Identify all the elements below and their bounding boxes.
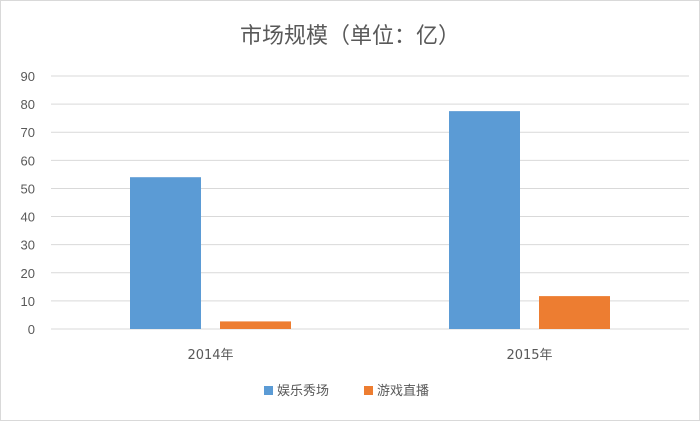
bar-entertainment-1 — [449, 111, 520, 329]
legend-swatch — [364, 386, 373, 395]
bar-game-0 — [220, 321, 291, 329]
x-category-label: 2014年 — [187, 348, 233, 363]
bar-entertainment-0 — [130, 177, 201, 329]
y-axis-ticks: 0 10 20 30 40 50 60 70 80 90 — [21, 69, 35, 337]
y-tick-label: 60 — [21, 153, 35, 168]
y-tick-label: 0 — [28, 322, 35, 337]
y-tick-label: 10 — [21, 294, 35, 309]
bars — [130, 111, 610, 329]
bar-game-1 — [539, 296, 610, 329]
legend-label: 娱乐秀场 — [277, 384, 329, 399]
y-tick-label: 30 — [21, 238, 35, 253]
legend: 娱乐秀场 游戏直播 — [264, 384, 429, 399]
chart-title: 市场规模（单位：亿） — [240, 24, 460, 49]
y-tick-label: 40 — [21, 210, 35, 225]
y-tick-label: 50 — [21, 181, 35, 196]
legend-label: 游戏直播 — [377, 384, 429, 399]
x-category-label: 2015年 — [506, 348, 552, 363]
y-tick-label: 20 — [21, 266, 35, 281]
y-tick-label: 80 — [21, 97, 35, 112]
y-tick-label: 70 — [21, 125, 35, 140]
y-tick-label: 90 — [21, 69, 35, 84]
x-axis-categories: 2014年 2015年 — [187, 348, 552, 363]
legend-swatch — [264, 386, 273, 395]
